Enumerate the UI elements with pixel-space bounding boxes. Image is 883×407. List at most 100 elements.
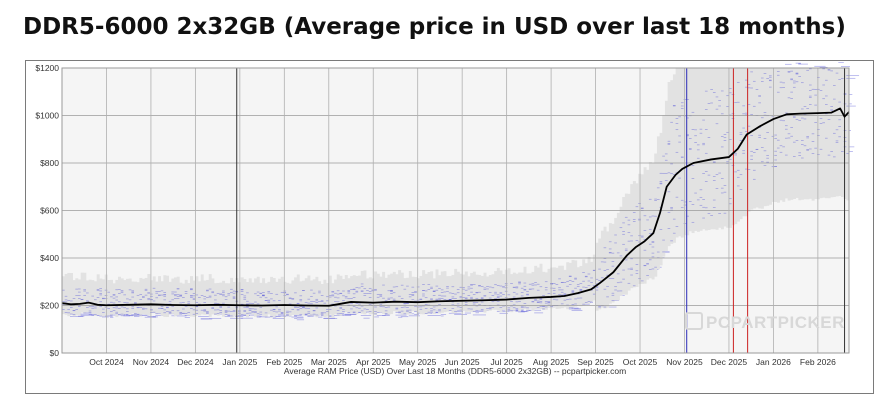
price-range-band [176, 276, 180, 316]
price-range-band [222, 280, 226, 317]
price-range-band [430, 271, 434, 313]
price-range-band [168, 281, 172, 315]
price-range-band [712, 68, 716, 230]
price-range-band [320, 283, 324, 317]
price-range-band [584, 263, 588, 304]
price-range-band [776, 68, 780, 203]
price-range-band [680, 68, 684, 238]
price-range-band [67, 272, 71, 317]
price-range-band [512, 272, 516, 311]
price-range-band [787, 68, 791, 201]
price-range-band [792, 68, 796, 200]
price-range-band [256, 276, 260, 316]
price-range-band [451, 274, 455, 314]
price-range-band [595, 242, 599, 311]
price-range-band [478, 274, 482, 311]
price-range-band [502, 274, 506, 310]
x-tick-label: Nov 2024 [133, 357, 170, 367]
price-range-band [336, 274, 340, 316]
price-range-band [467, 276, 471, 312]
price-range-band [310, 280, 314, 317]
price-range-band [328, 275, 332, 315]
price-range-band [491, 274, 495, 310]
price-range-band [107, 280, 111, 317]
price-range-band [691, 68, 695, 234]
price-range-band [83, 272, 87, 314]
price-range-band [632, 181, 636, 288]
price-range-band [91, 280, 95, 314]
price-range-band [664, 100, 668, 251]
x-tick-label: Jul 2025 [491, 357, 523, 367]
price-range-band [424, 273, 428, 315]
price-range-band [555, 267, 559, 309]
price-chart: $0 $200 $400 $600 $800 $1000 $1200 Oct 2024 Nov… [35, 62, 860, 376]
price-range-band [304, 278, 308, 315]
y-tick-label: $600 [40, 206, 59, 216]
price-range-band [355, 276, 359, 314]
price-range-band [768, 68, 772, 205]
price-range-band [78, 279, 81, 316]
price-range-band [259, 282, 263, 315]
price-range-band [494, 271, 498, 310]
x-tick-label: May 2025 [399, 357, 437, 367]
x-tick-label: Apr 2025 [356, 357, 391, 367]
price-range-band [347, 278, 351, 314]
price-range-band [416, 278, 420, 314]
price-range-band [715, 68, 719, 230]
price-range-band [838, 68, 842, 196]
price-range-band [144, 277, 148, 315]
price-range-band [203, 280, 207, 315]
price-range-band [296, 274, 300, 316]
price-range-band [707, 68, 711, 230]
price-range-band [230, 277, 234, 318]
price-range-band [195, 276, 199, 316]
price-range-band [147, 274, 151, 316]
price-range-band [174, 277, 178, 317]
price-range-band [280, 276, 284, 315]
price-range-band [667, 82, 671, 247]
y-tick-label: $0 [50, 348, 60, 358]
price-range-band [592, 254, 596, 301]
x-axis-caption: Average RAM Price (USD) Over Last 18 Mon… [284, 366, 626, 376]
price-range-band [616, 212, 620, 301]
y-tick-label: $800 [40, 158, 59, 168]
price-range-band [318, 281, 322, 315]
price-range-band [448, 276, 452, 312]
price-range-band [419, 275, 423, 315]
price-range-band [507, 268, 511, 312]
price-range-band [243, 278, 247, 315]
price-range-band [438, 275, 442, 314]
price-range-band [352, 275, 356, 314]
price-range-band [331, 283, 335, 318]
price-range-band [656, 136, 660, 270]
price-range-band [166, 275, 170, 318]
price-range-band [470, 273, 474, 313]
price-range-band [227, 283, 231, 315]
price-range-band [670, 80, 674, 244]
price-range-band [635, 183, 639, 287]
price-range-band [187, 283, 191, 316]
price-range-band [94, 281, 97, 316]
price-range-band [200, 274, 204, 315]
price-range-band [747, 68, 751, 212]
average-price-line [61, 107, 850, 307]
price-range-band [614, 217, 618, 301]
price-range-band [272, 278, 276, 317]
price-range-band [211, 278, 215, 315]
price-range-band [579, 265, 583, 307]
price-range-band [651, 163, 655, 280]
price-range-band [832, 68, 836, 197]
price-range-band [96, 274, 100, 316]
price-range-band [808, 68, 812, 199]
price-range-band [726, 68, 730, 228]
price-range-band [675, 68, 679, 238]
price-range-band [758, 68, 762, 209]
price-range-band [800, 68, 804, 200]
price-range-band [400, 272, 404, 315]
price-range-band [510, 274, 514, 313]
price-range-band [571, 259, 575, 308]
price-range-band [446, 276, 450, 312]
price-range-band [486, 276, 490, 311]
price-range-band [643, 167, 647, 284]
price-range-band [744, 68, 748, 217]
